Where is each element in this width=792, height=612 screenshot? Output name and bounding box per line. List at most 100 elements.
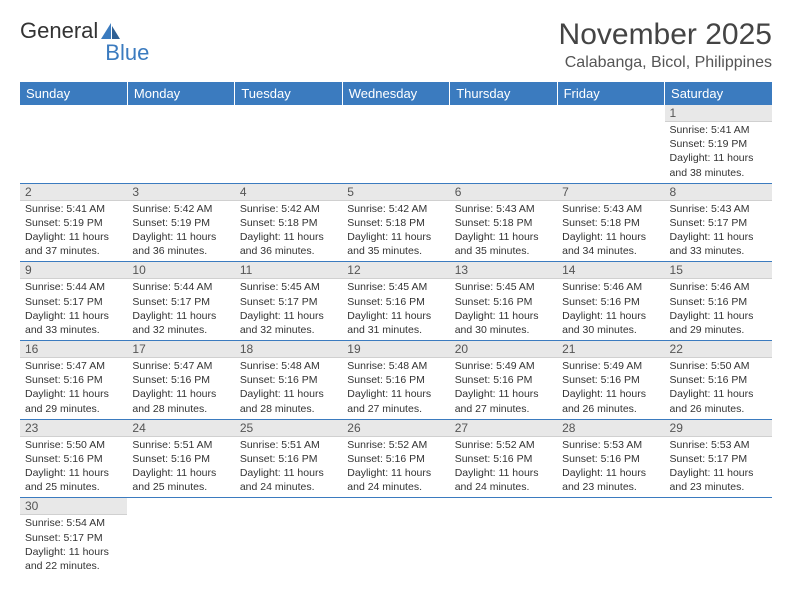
day-body: Sunrise: 5:44 AMSunset: 5:17 PMDaylight:… xyxy=(20,279,127,340)
day-number: 13 xyxy=(450,262,557,279)
day-body: Sunrise: 5:46 AMSunset: 5:16 PMDaylight:… xyxy=(557,279,664,340)
calendar-cell: 27Sunrise: 5:52 AMSunset: 5:16 PMDayligh… xyxy=(450,419,557,498)
day-number: 3 xyxy=(127,184,234,201)
calendar-cell: 23Sunrise: 5:50 AMSunset: 5:16 PMDayligh… xyxy=(20,419,127,498)
day-number: 1 xyxy=(665,105,772,122)
calendar-cell: 21Sunrise: 5:49 AMSunset: 5:16 PMDayligh… xyxy=(557,341,664,420)
day-body: Sunrise: 5:43 AMSunset: 5:18 PMDaylight:… xyxy=(450,201,557,262)
calendar-cell-empty xyxy=(235,498,342,576)
weekday-header-row: SundayMondayTuesdayWednesdayThursdayFrid… xyxy=(20,82,772,105)
calendar-cell: 30Sunrise: 5:54 AMSunset: 5:17 PMDayligh… xyxy=(20,498,127,576)
day-body: Sunrise: 5:48 AMSunset: 5:16 PMDaylight:… xyxy=(235,358,342,419)
calendar-cell: 16Sunrise: 5:47 AMSunset: 5:16 PMDayligh… xyxy=(20,341,127,420)
weekday-header: Monday xyxy=(127,82,234,105)
day-number: 10 xyxy=(127,262,234,279)
day-number: 26 xyxy=(342,420,449,437)
calendar-row: 23Sunrise: 5:50 AMSunset: 5:16 PMDayligh… xyxy=(20,419,772,498)
calendar-cell: 4Sunrise: 5:42 AMSunset: 5:18 PMDaylight… xyxy=(235,183,342,262)
weekday-header: Sunday xyxy=(20,82,127,105)
day-number: 2 xyxy=(20,184,127,201)
calendar-cell: 19Sunrise: 5:48 AMSunset: 5:16 PMDayligh… xyxy=(342,341,449,420)
title-block: November 2025 Calabanga, Bicol, Philippi… xyxy=(559,18,772,72)
calendar-row: 16Sunrise: 5:47 AMSunset: 5:16 PMDayligh… xyxy=(20,341,772,420)
day-number: 25 xyxy=(235,420,342,437)
calendar-cell-empty xyxy=(665,498,772,576)
day-number: 11 xyxy=(235,262,342,279)
weekday-header: Saturday xyxy=(665,82,772,105)
day-body: Sunrise: 5:43 AMSunset: 5:18 PMDaylight:… xyxy=(557,201,664,262)
day-body: Sunrise: 5:52 AMSunset: 5:16 PMDaylight:… xyxy=(342,437,449,498)
day-body: Sunrise: 5:42 AMSunset: 5:18 PMDaylight:… xyxy=(235,201,342,262)
day-body: Sunrise: 5:42 AMSunset: 5:18 PMDaylight:… xyxy=(342,201,449,262)
day-number: 12 xyxy=(342,262,449,279)
day-number: 17 xyxy=(127,341,234,358)
day-body: Sunrise: 5:49 AMSunset: 5:16 PMDaylight:… xyxy=(557,358,664,419)
calendar-cell: 29Sunrise: 5:53 AMSunset: 5:17 PMDayligh… xyxy=(665,419,772,498)
day-number: 6 xyxy=(450,184,557,201)
calendar-cell: 2Sunrise: 5:41 AMSunset: 5:19 PMDaylight… xyxy=(20,183,127,262)
day-number: 19 xyxy=(342,341,449,358)
calendar-cell: 15Sunrise: 5:46 AMSunset: 5:16 PMDayligh… xyxy=(665,262,772,341)
day-number: 29 xyxy=(665,420,772,437)
day-body: Sunrise: 5:48 AMSunset: 5:16 PMDaylight:… xyxy=(342,358,449,419)
weekday-header: Tuesday xyxy=(235,82,342,105)
calendar-cell: 25Sunrise: 5:51 AMSunset: 5:16 PMDayligh… xyxy=(235,419,342,498)
day-number: 18 xyxy=(235,341,342,358)
day-body: Sunrise: 5:53 AMSunset: 5:17 PMDaylight:… xyxy=(665,437,772,498)
calendar-cell: 7Sunrise: 5:43 AMSunset: 5:18 PMDaylight… xyxy=(557,183,664,262)
calendar-row: 2Sunrise: 5:41 AMSunset: 5:19 PMDaylight… xyxy=(20,183,772,262)
calendar-cell: 6Sunrise: 5:43 AMSunset: 5:18 PMDaylight… xyxy=(450,183,557,262)
day-number: 23 xyxy=(20,420,127,437)
calendar-cell-empty xyxy=(557,105,664,183)
day-number: 4 xyxy=(235,184,342,201)
location: Calabanga, Bicol, Philippines xyxy=(559,54,772,72)
calendar-cell: 18Sunrise: 5:48 AMSunset: 5:16 PMDayligh… xyxy=(235,341,342,420)
calendar-cell: 3Sunrise: 5:42 AMSunset: 5:19 PMDaylight… xyxy=(127,183,234,262)
day-body: Sunrise: 5:45 AMSunset: 5:17 PMDaylight:… xyxy=(235,279,342,340)
calendar-cell: 17Sunrise: 5:47 AMSunset: 5:16 PMDayligh… xyxy=(127,341,234,420)
day-body: Sunrise: 5:46 AMSunset: 5:16 PMDaylight:… xyxy=(665,279,772,340)
day-number: 24 xyxy=(127,420,234,437)
weekday-header: Thursday xyxy=(450,82,557,105)
calendar-cell-empty xyxy=(127,498,234,576)
day-number: 9 xyxy=(20,262,127,279)
weekday-header: Wednesday xyxy=(342,82,449,105)
calendar-cell: 9Sunrise: 5:44 AMSunset: 5:17 PMDaylight… xyxy=(20,262,127,341)
day-number: 22 xyxy=(665,341,772,358)
calendar-cell: 20Sunrise: 5:49 AMSunset: 5:16 PMDayligh… xyxy=(450,341,557,420)
calendar-cell: 22Sunrise: 5:50 AMSunset: 5:16 PMDayligh… xyxy=(665,341,772,420)
weekday-header: Friday xyxy=(557,82,664,105)
day-body: Sunrise: 5:50 AMSunset: 5:16 PMDaylight:… xyxy=(20,437,127,498)
calendar-cell-empty xyxy=(20,105,127,183)
day-number: 8 xyxy=(665,184,772,201)
calendar-table: SundayMondayTuesdayWednesdayThursdayFrid… xyxy=(20,82,772,576)
day-number: 20 xyxy=(450,341,557,358)
calendar-cell: 12Sunrise: 5:45 AMSunset: 5:16 PMDayligh… xyxy=(342,262,449,341)
logo-text-2: Blue xyxy=(105,40,149,65)
calendar-row: 1Sunrise: 5:41 AMSunset: 5:19 PMDaylight… xyxy=(20,105,772,183)
calendar-row: 30Sunrise: 5:54 AMSunset: 5:17 PMDayligh… xyxy=(20,498,772,576)
calendar-body: 1Sunrise: 5:41 AMSunset: 5:19 PMDaylight… xyxy=(20,105,772,576)
calendar-cell-empty xyxy=(557,498,664,576)
day-body: Sunrise: 5:44 AMSunset: 5:17 PMDaylight:… xyxy=(127,279,234,340)
calendar-cell-empty xyxy=(235,105,342,183)
calendar-row: 9Sunrise: 5:44 AMSunset: 5:17 PMDaylight… xyxy=(20,262,772,341)
day-number: 27 xyxy=(450,420,557,437)
day-number: 15 xyxy=(665,262,772,279)
day-number: 28 xyxy=(557,420,664,437)
calendar-cell-empty xyxy=(127,105,234,183)
calendar-cell: 11Sunrise: 5:45 AMSunset: 5:17 PMDayligh… xyxy=(235,262,342,341)
calendar-cell-empty xyxy=(450,498,557,576)
calendar-cell-empty xyxy=(450,105,557,183)
day-number: 21 xyxy=(557,341,664,358)
calendar-cell: 24Sunrise: 5:51 AMSunset: 5:16 PMDayligh… xyxy=(127,419,234,498)
month-title: November 2025 xyxy=(559,18,772,52)
day-body: Sunrise: 5:45 AMSunset: 5:16 PMDaylight:… xyxy=(450,279,557,340)
day-body: Sunrise: 5:49 AMSunset: 5:16 PMDaylight:… xyxy=(450,358,557,419)
day-body: Sunrise: 5:50 AMSunset: 5:16 PMDaylight:… xyxy=(665,358,772,419)
day-number: 16 xyxy=(20,341,127,358)
day-body: Sunrise: 5:51 AMSunset: 5:16 PMDaylight:… xyxy=(127,437,234,498)
calendar-cell: 8Sunrise: 5:43 AMSunset: 5:17 PMDaylight… xyxy=(665,183,772,262)
day-body: Sunrise: 5:47 AMSunset: 5:16 PMDaylight:… xyxy=(20,358,127,419)
calendar-cell: 14Sunrise: 5:46 AMSunset: 5:16 PMDayligh… xyxy=(557,262,664,341)
